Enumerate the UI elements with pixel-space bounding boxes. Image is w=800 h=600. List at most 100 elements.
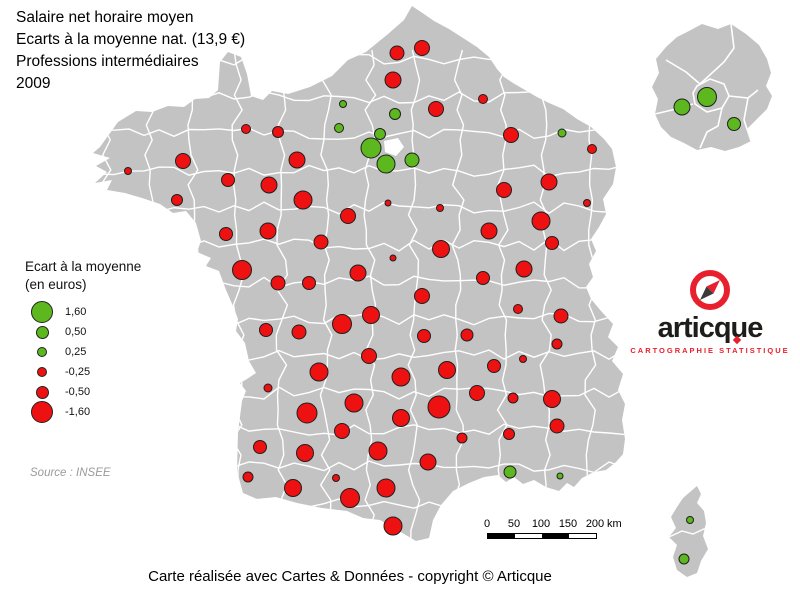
map-circle [374,128,386,140]
title-line-3: Professions intermédiaires [16,53,199,70]
map-circle [545,236,559,250]
map-circle [384,71,402,89]
map-circle [309,362,329,382]
legend-circle [37,367,47,377]
map-circle [259,222,277,240]
map-circle [288,151,306,169]
map-circle [438,361,456,379]
map-circle [253,440,267,454]
map-circle [392,409,410,427]
legend-title: Ecart à la moyenne (en euros) [25,258,141,294]
map-title: Salaire net horaire moyen Ecarts à la mo… [16,7,245,95]
map-circle [270,275,286,291]
map-circle [383,516,403,536]
legend-label: 0,25 [65,346,87,358]
map-circle [551,338,563,350]
map-circle [678,553,690,565]
map-circle [175,153,191,169]
scale-label: 100 [531,518,551,530]
map-circle [697,87,717,107]
map-circle [241,124,251,134]
map-circle [583,199,591,207]
legend-circle-cell [25,347,59,357]
logo-tagline: CARTOGRAPHIE STATISTIQUE [630,346,790,355]
map-circle [503,465,517,479]
map-circle [503,428,515,440]
legend-item: -0,50 [25,382,141,402]
map-circle [478,94,488,104]
map-circle [417,329,431,343]
map-circle [414,40,430,56]
scale-bar-segments [487,533,597,539]
map-circle [391,367,411,387]
map-circle [389,108,401,120]
title-line-2: Ecarts à la moyenne nat. (13,9 €) [16,31,246,48]
legend-circle [37,347,47,357]
legend-item: -0,25 [25,362,141,382]
legend-label: -0,50 [65,386,91,398]
legend-label: -1,60 [65,406,91,418]
legend-title-line-2: (en euros) [25,277,87,292]
legend-circle [35,325,49,339]
map-circle [219,227,233,241]
map-circle [427,395,451,419]
paris-inset-gap [384,138,404,156]
legend-circle-cell [25,301,59,323]
legend-title-line-1: Ecart à la moyenne [25,259,142,274]
land-shape [652,24,772,151]
map-circle [384,199,392,207]
map-circle [543,390,561,408]
map-circle [476,271,490,285]
map-circle [549,418,565,434]
map-circle [361,348,377,364]
map-circle [436,204,444,212]
map-circle [334,123,344,133]
legend-items: 1,60 0,50 0,25 -0,25 -0,50 -1,60 [25,301,141,423]
map-circle [513,304,523,314]
map-circle [332,314,352,334]
map-circle [673,98,691,116]
map-circle [414,288,430,304]
map-circle [389,45,405,61]
map-circle [296,402,318,424]
map-circle [232,260,252,280]
source-note: Source : INSEE [30,467,111,479]
map-circle [293,190,313,210]
legend-circle-cell [25,325,59,339]
title-line-4: 2009 [16,75,51,92]
map-circle [540,173,558,191]
map-circle [496,182,512,198]
legend-item: 1,60 [25,301,141,323]
map-circle [531,211,551,231]
map-circle [313,234,329,250]
map-circle [272,126,284,138]
map-circle [376,154,396,174]
legend-item: 0,50 [25,322,141,342]
map-circle [428,101,444,117]
map-circle [259,323,273,337]
map-circle [284,479,302,497]
map-circle [469,385,485,401]
map-circle [340,488,360,508]
map-circle [557,128,567,138]
map-circle [263,383,273,393]
map-circle [556,472,564,480]
map-circle [553,308,569,324]
map-circle [360,137,382,159]
legend-item: 0,25 [25,342,141,362]
map-circle [487,359,501,373]
map-circle [519,355,527,363]
map-circle [460,328,474,342]
map-circle [515,260,533,278]
map-circle [368,441,388,461]
map-circle [260,176,278,194]
scale-label: 0 [483,518,491,530]
map-circle [376,478,396,498]
compass-icon [690,270,730,310]
map-circle [480,222,498,240]
legend-circle-cell [25,367,59,377]
scale-label: 150 [558,518,578,530]
legend-item: -1,60 [25,401,141,423]
map-circle [296,444,314,462]
